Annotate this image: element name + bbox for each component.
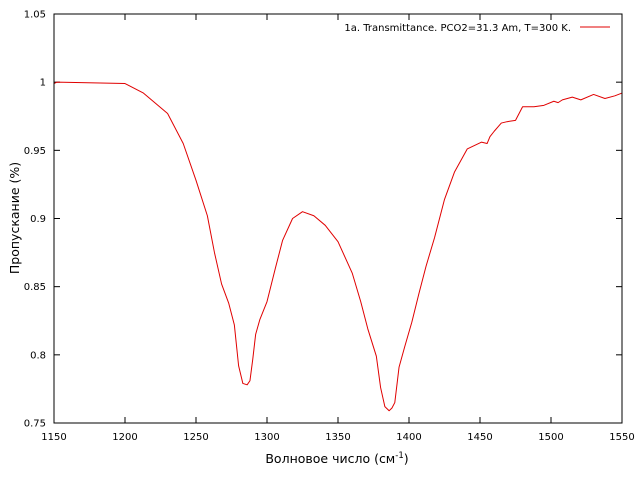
- series-layer: [53, 81, 623, 412]
- x-tick-label: 1200: [112, 432, 137, 443]
- x-axis-title-superscript: -1: [395, 451, 403, 461]
- y-tick-label: 0.9: [30, 214, 46, 225]
- axis-ticks: 1150 1200 1250 1300 1350 1400 1450 1500 1550 0.75…: [24, 10, 635, 444]
- legend-label: 1a. Transmittance. PCO2=31.3 Am, T=300 K…: [344, 23, 571, 34]
- y-axis-title: Пропускание (%): [7, 162, 22, 274]
- x-tick-label: 1550: [609, 432, 634, 443]
- x-tick-label: 1350: [325, 432, 350, 443]
- y-tick-label: 0.95: [24, 146, 46, 157]
- y-tick-label: 0.75: [24, 419, 46, 430]
- y-tick-label: 1: [40, 78, 46, 89]
- x-axis-title-suffix: ): [404, 451, 409, 466]
- x-tick-label: 1300: [254, 432, 279, 443]
- x-tick-label: 1500: [538, 432, 563, 443]
- x-tick-label: 1150: [41, 432, 66, 443]
- x-axis-title: Волновое число (см-1): [265, 451, 408, 466]
- y-tick-label: 0.8: [30, 350, 46, 361]
- x-axis-title-main: Волновое число (см: [265, 451, 395, 466]
- x-tick-label: 1400: [396, 432, 421, 443]
- x-tick-label: 1450: [467, 432, 492, 443]
- series-line-0: [53, 81, 623, 412]
- y-tick-label: 0.85: [24, 282, 46, 293]
- y-tick-label: 1.05: [24, 10, 46, 21]
- x-tick-label: 1250: [183, 432, 208, 443]
- legend: 1a. Transmittance. PCO2=31.3 Am, T=300 K…: [344, 23, 610, 34]
- plot-frame: [53, 13, 623, 424]
